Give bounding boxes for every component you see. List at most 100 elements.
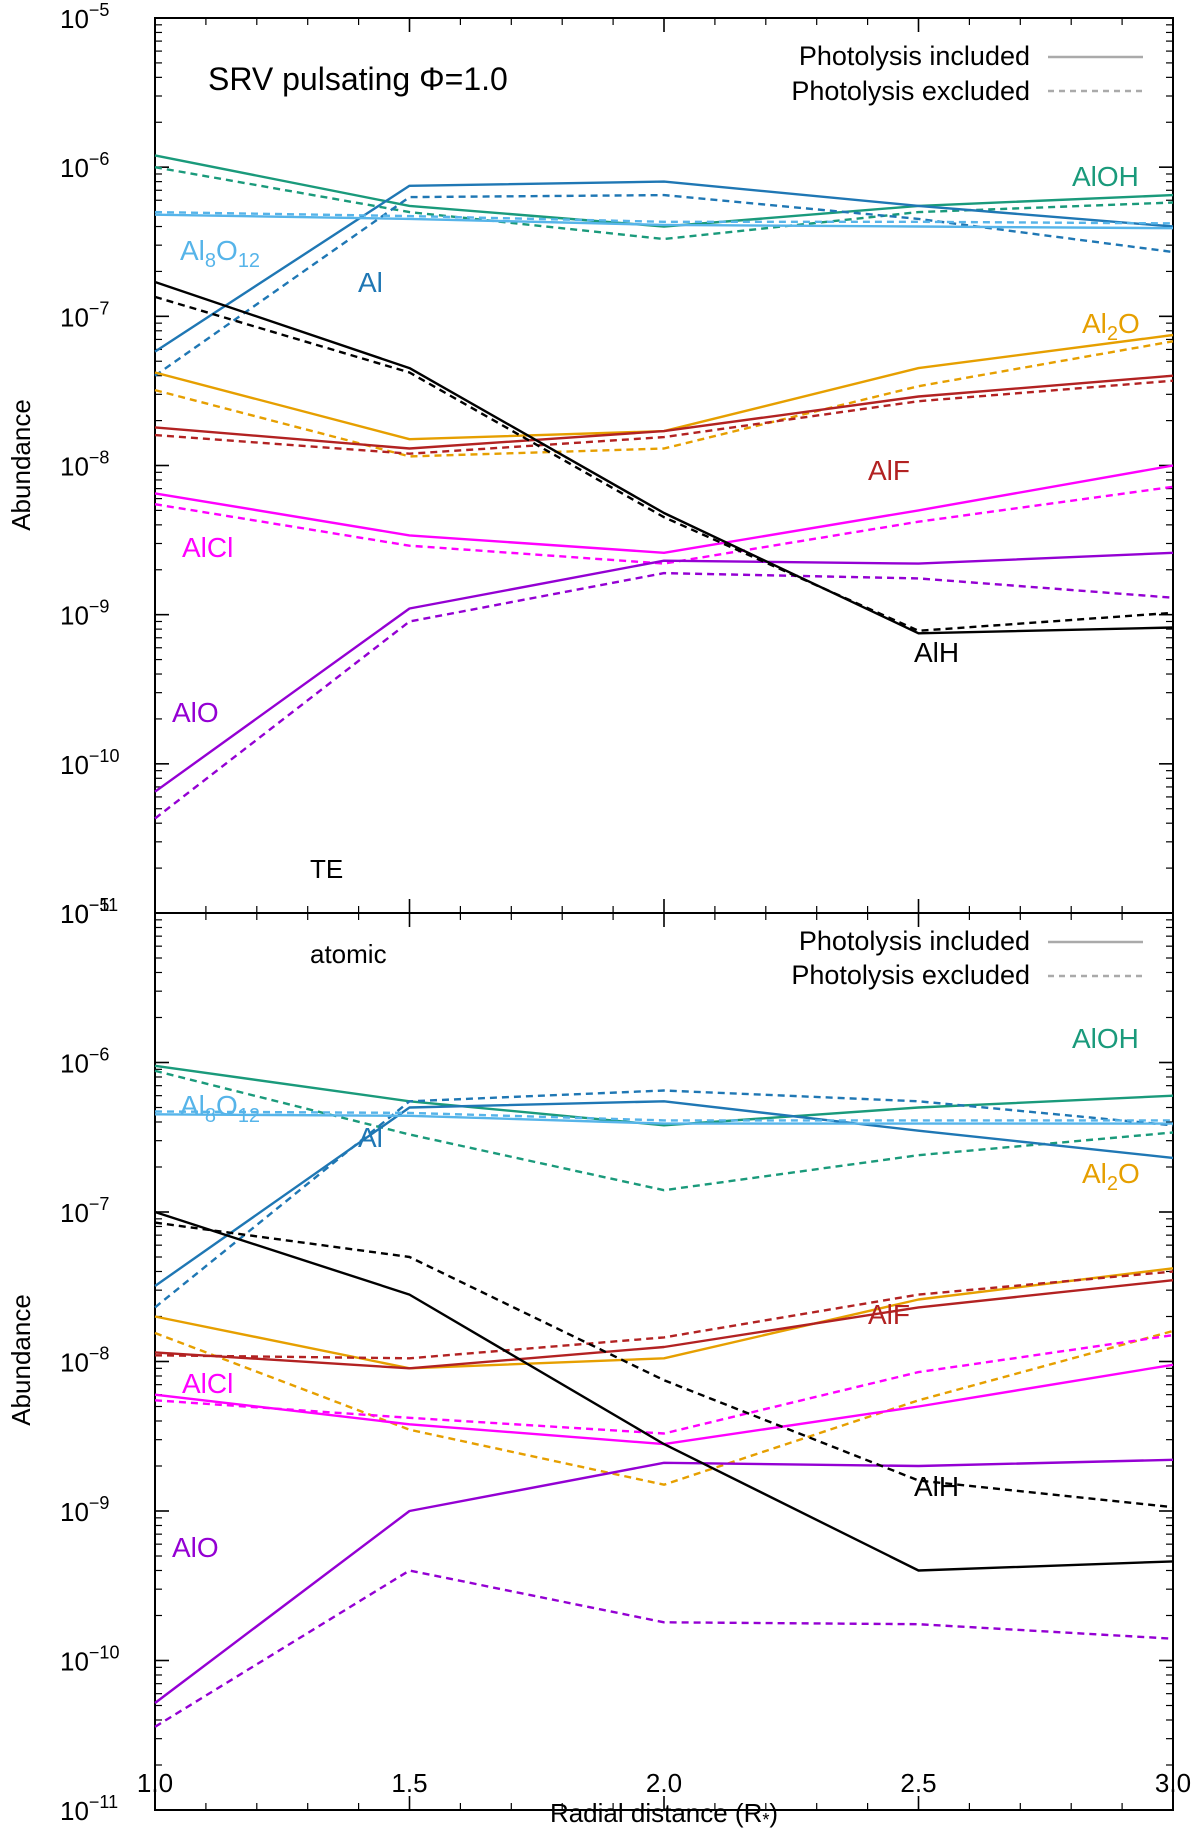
label-al8o12: Al8O12: [180, 235, 260, 272]
label-al8o12: Al8O12: [180, 1090, 260, 1127]
label-al8o12-main: Al: [180, 1090, 205, 1121]
y-tick-label: 10−10: [60, 746, 119, 780]
top-y-axis-title: Abundance: [6, 399, 36, 531]
label-alh: AlH: [914, 1471, 959, 1502]
label-alf: AlF: [868, 1299, 910, 1330]
y-tick-label: 10−8: [60, 1344, 109, 1378]
y-tick-exponent: −9: [89, 597, 110, 617]
label-al2o-tail: O: [1118, 1158, 1140, 1189]
y-tick-exponent: −8: [89, 448, 110, 468]
label-al2o-main: Al: [1082, 1158, 1107, 1189]
label-al: Al: [358, 1122, 383, 1153]
label-al8o12-sub2: 12: [238, 1105, 260, 1127]
series-aloh-included-line: [154, 154, 1174, 228]
y-tick-base: 10: [60, 1049, 89, 1079]
series-aloh-excluded-line: [154, 1069, 1174, 1192]
y-tick-label: 10−6: [60, 1045, 109, 1079]
label-al8o12-sub1: 8: [205, 250, 216, 272]
series-alh-included-line: [154, 1210, 1174, 1572]
y-tick-base: 10: [60, 1796, 89, 1826]
label-alo: AlO: [172, 697, 219, 728]
series-alf-included-line: [154, 374, 1174, 450]
y-tick-exponent: −11: [89, 895, 118, 915]
label-al2o-sub: 2: [1107, 323, 1118, 345]
x-tick-label: 1.0: [137, 1768, 173, 1798]
y-tick-label: 10−8: [60, 448, 109, 482]
label-alo: AlO: [172, 1532, 219, 1563]
label-al8o12-sub2: 12: [238, 250, 260, 272]
label-al2o: Al2O: [1082, 308, 1140, 345]
label-alcl: AlCl: [182, 1368, 233, 1399]
y-tick-base: 10: [60, 1497, 89, 1527]
series-alf-included-line: [154, 1279, 1174, 1370]
legend-included-label: Photolysis included: [799, 926, 1030, 956]
y-tick-exponent: −7: [89, 298, 110, 318]
series-alo-included-line: [154, 551, 1174, 793]
bottom-panel-series: [154, 1064, 1174, 1728]
y-tick-label: 10−5: [60, 0, 109, 34]
y-tick-base: 10: [60, 1647, 89, 1677]
y-tick-base: 10: [60, 452, 89, 482]
top-panel-series: [154, 154, 1174, 820]
y-tick-base: 10: [60, 899, 89, 929]
y-tick-exponent: −5: [89, 0, 110, 20]
series-alo-excluded-line: [154, 1569, 1174, 1728]
y-tick-base: 10: [60, 1198, 89, 1228]
series-alh-excluded-line: [154, 295, 1174, 632]
series-aloh-included-line: [154, 1064, 1174, 1127]
y-tick-exponent: −9: [89, 1493, 110, 1513]
y-tick-label: 10−10: [60, 1643, 119, 1677]
top-panel-frame: [154, 17, 1174, 914]
x-tick-label: 2.5: [900, 1768, 936, 1798]
top-panel-note: TE: [310, 854, 343, 884]
series-al2o-excluded-line: [154, 1329, 1174, 1486]
series-al-excluded-line: [154, 193, 1174, 377]
series-al-included-line: [154, 1100, 1174, 1287]
label-al2o-tail: O: [1118, 308, 1140, 339]
y-tick-exponent: −10: [89, 1643, 120, 1663]
legend-included-label: Photolysis included: [799, 41, 1030, 71]
x-axis-title-close: ): [769, 1798, 778, 1828]
series-alcl-excluded-line: [154, 485, 1174, 565]
series-alcl-included-line: [154, 1363, 1174, 1446]
y-tick-label: 10−9: [60, 597, 109, 631]
y-tick-label: 10−6: [60, 149, 109, 183]
label-aloh: AlOH: [1072, 161, 1139, 192]
label-al8o12-sub1: 8: [205, 1105, 216, 1127]
y-tick-label: 10−5: [60, 895, 109, 929]
bottom-legend: Photolysis included Photolysis excluded: [791, 926, 1143, 990]
series-alcl-excluded-line: [154, 1334, 1174, 1435]
y-tick-exponent: −10: [89, 746, 120, 766]
y-tick-exponent: −5: [89, 895, 110, 915]
y-tick-base: 10: [60, 302, 89, 332]
bottom-species-labels: AlOH Al Al8O12 Al2O AlF AlCl AlO AlH: [172, 1023, 1140, 1563]
series-al8o12-excluded-line: [154, 210, 1174, 225]
series-al2o-excluded-line: [154, 340, 1174, 458]
series-alh-included-line: [154, 280, 1174, 635]
series-alf-excluded-line: [154, 379, 1174, 455]
y-tick-base: 10: [60, 4, 89, 34]
series-al-excluded-line: [154, 1089, 1174, 1309]
x-axis-title-star: *: [762, 1810, 769, 1830]
x-tick-label: 1.5: [391, 1768, 427, 1798]
y-tick-base: 10: [60, 153, 89, 183]
series-aloh-excluded-line: [154, 166, 1174, 241]
label-alcl: AlCl: [182, 532, 233, 563]
series-alh-excluded-line: [154, 1221, 1174, 1509]
y-tick-label: 10−9: [60, 1493, 109, 1527]
series-alo-excluded-line: [154, 571, 1174, 820]
y-tick-label: 10−7: [60, 1194, 109, 1228]
series-al2o-included-line: [154, 1267, 1174, 1370]
label-aloh: AlOH: [1072, 1023, 1139, 1054]
y-tick-base: 10: [60, 750, 89, 780]
x-tick-label: 2.0: [646, 1768, 682, 1798]
legend-excluded-label: Photolysis excluded: [791, 76, 1030, 106]
top-legend: Photolysis included Photolysis excluded: [791, 41, 1143, 106]
bottom-panel-note: atomic: [310, 939, 387, 969]
label-alf: AlF: [868, 455, 910, 486]
y-tick-base: 10: [60, 899, 89, 929]
series-alf-excluded-line: [154, 1270, 1174, 1360]
label-al: Al: [358, 267, 383, 298]
axis-tick-labels: 10−1110−1010−910−810−710−610−510−1110−10…: [60, 0, 1191, 1826]
